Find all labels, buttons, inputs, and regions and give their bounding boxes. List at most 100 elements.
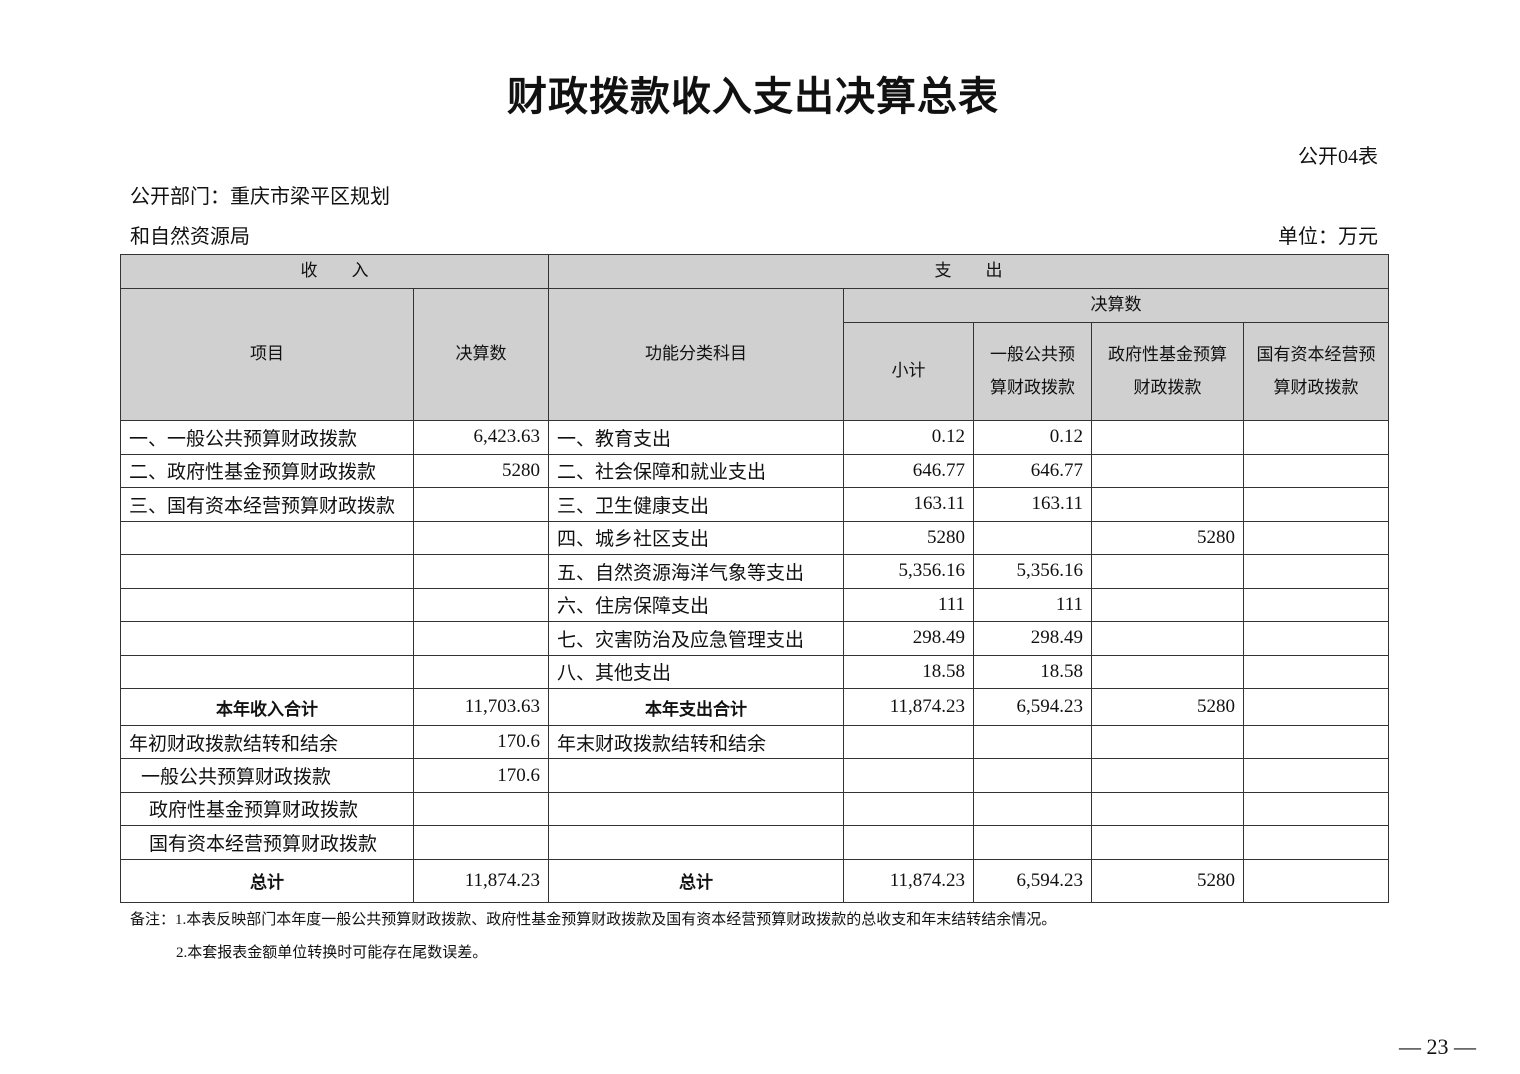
table-cell: 七、灾害防治及应急管理支出 — [548, 621, 844, 656]
table-number: 公开04表 — [1298, 146, 1378, 168]
table-cell — [1243, 487, 1389, 522]
department-line-1: 公开部门：重庆市梁平区规划 — [130, 186, 390, 208]
table-cell: 5,356.16 — [843, 554, 974, 589]
table-cell: 总计 — [120, 858, 414, 903]
table-cell: 11,874.23 — [843, 858, 974, 903]
table-cell: 年初财政拨款结转和结余 — [120, 724, 414, 760]
table-cell — [1091, 825, 1244, 860]
page-number: — 23 — — [1399, 1034, 1476, 1059]
table-cell — [1091, 420, 1244, 455]
table-cell: 6,594.23 — [973, 858, 1092, 903]
table-cell — [1243, 825, 1389, 860]
table-cell: 年末财政拨款结转和结余 — [548, 724, 844, 760]
table-row: 总计 11,874.23 总计 11,874.23 6,594.23 5280 — [120, 858, 1389, 903]
table-cell: 5280 — [1091, 858, 1244, 903]
table-cell: 6,423.63 — [413, 420, 549, 455]
table-cell — [1091, 621, 1244, 656]
table-cell — [1243, 654, 1389, 689]
header-item: 项目 — [120, 288, 414, 421]
table-cell: 5280 — [843, 520, 974, 555]
table-cell: 二、社会保障和就业支出 — [548, 453, 844, 488]
table-cell: 18.58 — [843, 654, 974, 689]
table-cell: 5280 — [1091, 520, 1244, 555]
table-row: 七、灾害防治及应急管理支出 298.49 298.49 — [120, 621, 1389, 656]
header-final: 决算数 — [843, 288, 1389, 323]
table-cell: 170.6 — [413, 758, 549, 793]
note-2: 2.本套报表金额单位转换时可能存在尾数误差。 — [176, 945, 488, 961]
table-cell — [120, 654, 414, 689]
table-cell: 646.77 — [973, 453, 1092, 488]
page-title: 财政拨款收入支出决算总表 — [507, 74, 999, 119]
note-1: 备注：1.本表反映部门本年度一般公共预算财政拨款、政府性基金预算财政拨款及国有资… — [130, 912, 1057, 928]
header-subtotal: 小计 — [843, 322, 974, 421]
table-cell — [1243, 554, 1389, 589]
table-cell: 5280 — [413, 453, 549, 488]
table-cell — [1243, 420, 1389, 455]
table-cell — [413, 554, 549, 589]
table-cell: 111 — [843, 587, 974, 622]
table-cell — [120, 587, 414, 622]
table-cell: 5280 — [1091, 688, 1244, 726]
table-cell — [973, 758, 1092, 793]
table-cell: 本年收入合计 — [120, 688, 414, 726]
department-line-2: 和自然资源局 — [130, 226, 250, 248]
table-cell: 本年支出合计 — [548, 688, 844, 726]
table-cell — [1091, 587, 1244, 622]
table-cell — [1243, 587, 1389, 622]
table-row: 一、一般公共预算财政拨款 6,423.63 一、教育支出 0.12 0.12 — [120, 420, 1389, 455]
table-cell — [413, 587, 549, 622]
table-row: 本年收入合计 11,703.63 本年支出合计 11,874.23 6,594.23 52… — [120, 688, 1389, 726]
table-cell — [1091, 758, 1244, 793]
table-cell — [1243, 791, 1389, 827]
table-cell: 11,874.23 — [843, 688, 974, 726]
table-row: 政府性基金预算财政拨款 — [120, 791, 1389, 827]
table-cell: 6,594.23 — [973, 688, 1092, 726]
table-cell: 六、住房保障支出 — [548, 587, 844, 622]
table-cell — [413, 487, 549, 522]
table-cell — [120, 520, 414, 555]
table-cell: 5,356.16 — [973, 554, 1092, 589]
table-cell: 11,703.63 — [413, 688, 549, 726]
table-cell: 八、其他支出 — [548, 654, 844, 689]
table-cell: 二、政府性基金预算财政拨款 — [120, 453, 414, 488]
header-amount: 决算数 — [413, 288, 549, 421]
table-cell — [1243, 688, 1389, 726]
header-general: 一般公共预算财政拨款 — [973, 322, 1092, 421]
table-cell: 总计 — [548, 858, 844, 903]
table-row: 六、住房保障支出 111 111 — [120, 587, 1389, 622]
table-cell — [1091, 554, 1244, 589]
table-cell: 政府性基金预算财政拨款 — [120, 791, 414, 827]
table-cell — [843, 825, 974, 860]
table-cell — [1243, 858, 1389, 903]
table-cell — [843, 758, 974, 793]
table-cell: 163.11 — [843, 487, 974, 522]
table-cell — [973, 724, 1092, 760]
table-cell — [843, 791, 974, 827]
table-cell — [1091, 654, 1244, 689]
header-income: 收 入 — [120, 254, 549, 289]
table-cell — [973, 520, 1092, 555]
table-cell: 三、卫生健康支出 — [548, 487, 844, 522]
budget-table: 收 入 支 出 项目 决算数 功能分类科目 决算数 小计 一般公共预算财政拨款 … — [120, 254, 1389, 903]
table-cell — [1243, 453, 1389, 488]
table-row: 三、国有资本经营预算财政拨款 三、卫生健康支出 163.11 163.11 — [120, 487, 1389, 522]
table-row: 一般公共预算财政拨款 170.6 — [120, 758, 1389, 793]
table-cell — [1243, 724, 1389, 760]
table-row: 年初财政拨款结转和结余 170.6 年末财政拨款结转和结余 — [120, 724, 1389, 760]
table-row: 五、自然资源海洋气象等支出 5,356.16 5,356.16 — [120, 554, 1389, 589]
table-row: 国有资本经营预算财政拨款 — [120, 825, 1389, 860]
table-cell: 163.11 — [973, 487, 1092, 522]
table-cell — [413, 654, 549, 689]
table-cell — [1091, 791, 1244, 827]
unit-label: 单位：万元 — [1278, 226, 1378, 248]
table-cell: 11,874.23 — [413, 858, 549, 903]
table-cell — [548, 758, 844, 793]
table-cell: 一般公共预算财政拨款 — [120, 758, 414, 793]
header-expense: 支 出 — [548, 254, 1389, 289]
table-cell — [1091, 487, 1244, 522]
table-cell — [413, 791, 549, 827]
table-cell: 一、一般公共预算财政拨款 — [120, 420, 414, 455]
header-function: 功能分类科目 — [548, 288, 844, 421]
table-cell — [548, 791, 844, 827]
table-cell: 298.49 — [843, 621, 974, 656]
